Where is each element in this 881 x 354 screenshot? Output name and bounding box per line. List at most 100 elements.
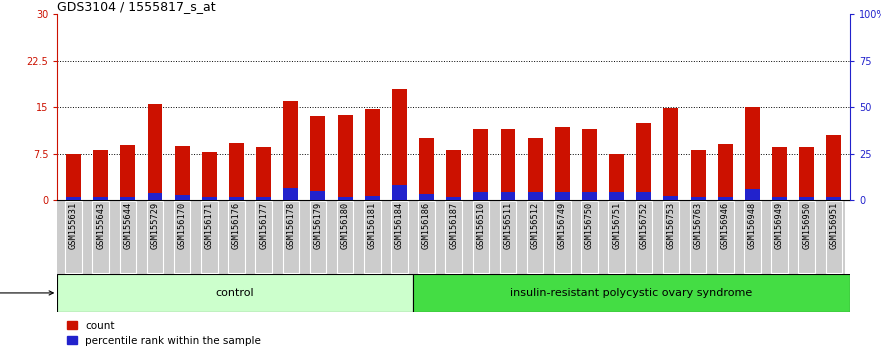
Bar — [310, 116, 325, 200]
Bar — [527, 201, 544, 273]
Bar — [121, 145, 136, 200]
Bar — [284, 188, 299, 200]
Bar — [93, 201, 109, 273]
Bar — [554, 201, 571, 273]
Bar — [365, 109, 380, 200]
Bar — [663, 196, 678, 200]
Bar — [66, 197, 81, 200]
Bar — [473, 129, 488, 200]
Bar — [581, 201, 598, 273]
Bar — [691, 197, 706, 200]
Bar — [147, 104, 162, 200]
Bar — [609, 201, 625, 273]
Bar — [364, 201, 381, 273]
Text: GSM156946: GSM156946 — [721, 202, 729, 250]
Text: GSM156511: GSM156511 — [504, 202, 513, 250]
Bar — [419, 194, 434, 200]
Text: GSM156170: GSM156170 — [178, 202, 187, 250]
Bar — [555, 192, 570, 200]
Text: control: control — [216, 288, 255, 298]
Bar — [717, 201, 734, 273]
Bar — [555, 127, 570, 200]
Text: GSM156753: GSM156753 — [666, 202, 676, 250]
Bar — [663, 108, 678, 200]
Bar — [744, 201, 760, 273]
Bar — [771, 201, 788, 273]
Bar — [365, 196, 380, 200]
Bar — [745, 107, 760, 200]
Bar — [419, 138, 434, 200]
Text: GSM156750: GSM156750 — [585, 202, 594, 250]
Bar — [229, 197, 244, 200]
Bar — [635, 201, 652, 273]
Bar — [609, 154, 624, 200]
Text: disease state: disease state — [0, 288, 53, 298]
Bar — [413, 274, 850, 312]
Bar — [636, 122, 651, 200]
Bar — [201, 201, 218, 273]
Bar — [745, 189, 760, 200]
Text: GSM156948: GSM156948 — [748, 202, 757, 250]
Text: GSM155729: GSM155729 — [151, 202, 159, 250]
Bar — [229, 143, 244, 200]
Bar — [798, 201, 815, 273]
Bar — [337, 197, 352, 200]
Bar — [310, 191, 325, 200]
Text: GSM156184: GSM156184 — [395, 202, 403, 250]
Bar — [256, 147, 271, 200]
Bar — [582, 192, 597, 200]
Bar — [65, 201, 82, 273]
Legend: count, percentile rank within the sample: count, percentile rank within the sample — [63, 317, 265, 350]
Bar — [283, 201, 299, 273]
Bar — [256, 197, 271, 200]
Text: GSM156180: GSM156180 — [341, 202, 350, 250]
Text: GSM156181: GSM156181 — [367, 202, 377, 250]
Bar — [202, 152, 217, 200]
Bar — [690, 201, 707, 273]
Bar — [718, 144, 733, 200]
Bar — [447, 197, 461, 200]
Text: GSM156752: GSM156752 — [640, 202, 648, 250]
Bar — [147, 201, 163, 273]
Bar — [93, 150, 108, 200]
Bar — [500, 129, 515, 200]
Text: insulin-resistant polycystic ovary syndrome: insulin-resistant polycystic ovary syndr… — [510, 288, 752, 298]
Text: GSM156510: GSM156510 — [477, 202, 485, 250]
Bar — [799, 147, 814, 200]
Text: GSM156512: GSM156512 — [530, 202, 540, 250]
Bar — [392, 184, 407, 200]
Text: GSM156949: GSM156949 — [775, 202, 784, 250]
Bar — [121, 197, 136, 200]
Bar — [799, 197, 814, 200]
Text: GSM156177: GSM156177 — [259, 202, 268, 250]
Bar — [120, 201, 137, 273]
Bar — [228, 201, 245, 273]
Text: GDS3104 / 1555817_s_at: GDS3104 / 1555817_s_at — [57, 0, 216, 13]
Text: GSM156951: GSM156951 — [829, 202, 839, 250]
Bar — [66, 154, 81, 200]
Text: GSM156171: GSM156171 — [204, 202, 214, 250]
Bar — [718, 197, 733, 200]
Bar — [500, 201, 516, 273]
Bar — [636, 192, 651, 200]
Text: GSM156751: GSM156751 — [612, 202, 621, 250]
Bar — [93, 197, 108, 200]
Bar — [57, 274, 413, 312]
Bar — [309, 201, 326, 273]
Bar — [174, 195, 189, 200]
Text: GSM155644: GSM155644 — [123, 202, 132, 250]
Bar — [691, 150, 706, 200]
Bar — [500, 192, 515, 200]
Bar — [447, 150, 461, 200]
Bar — [772, 147, 787, 200]
Bar — [337, 115, 352, 200]
Text: GSM156178: GSM156178 — [286, 202, 295, 250]
Bar — [528, 138, 543, 200]
Bar — [391, 201, 408, 273]
Text: GSM155631: GSM155631 — [69, 202, 78, 250]
Bar — [825, 201, 842, 273]
Bar — [284, 101, 299, 200]
Bar — [472, 201, 489, 273]
Text: GSM156763: GSM156763 — [693, 202, 703, 250]
Bar — [609, 192, 624, 200]
